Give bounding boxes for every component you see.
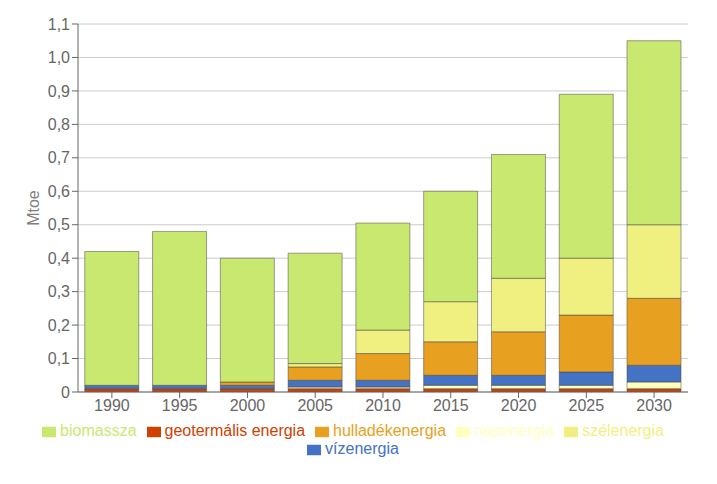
svg-text:0,2: 0,2: [48, 317, 70, 334]
svg-text:2010: 2010: [365, 397, 401, 414]
html-text:napenergia: napenergia: [474, 422, 555, 439]
svg-text:1990: 1990: [94, 397, 130, 414]
svg-text:0,7: 0,7: [48, 149, 70, 166]
svg-text:2000: 2000: [230, 397, 266, 414]
svg-text:Mtoe: Mtoe: [25, 190, 42, 226]
svg-text:2015: 2015: [433, 397, 469, 414]
html-text:biomassza: biomassza: [60, 422, 137, 439]
svg-text:2020: 2020: [501, 397, 537, 414]
html-text:hulladékenergia: hulladékenergia: [333, 422, 446, 439]
html-text:szélenergia: szélenergia: [582, 422, 664, 439]
svg-text:0,9: 0,9: [48, 83, 70, 100]
svg-text:1,1: 1,1: [48, 16, 70, 33]
html-text:vízenergia: vízenergia: [325, 440, 399, 457]
svg-text:0,6: 0,6: [48, 183, 70, 200]
svg-text:0,8: 0,8: [48, 116, 70, 133]
svg-text:2025: 2025: [569, 397, 605, 414]
svg-text:1995: 1995: [162, 397, 198, 414]
svg-text:0: 0: [61, 384, 70, 401]
svg-text:2030: 2030: [636, 397, 672, 414]
svg-text:2005: 2005: [297, 397, 333, 414]
svg-text:0,3: 0,3: [48, 283, 70, 300]
html-text:geotermális energia: geotermális energia: [164, 422, 306, 439]
svg-text:0,4: 0,4: [48, 250, 70, 267]
svg-text:0,1: 0,1: [48, 350, 70, 367]
svg-text:1,0: 1,0: [48, 49, 70, 66]
svg-text:0,5: 0,5: [48, 216, 70, 233]
